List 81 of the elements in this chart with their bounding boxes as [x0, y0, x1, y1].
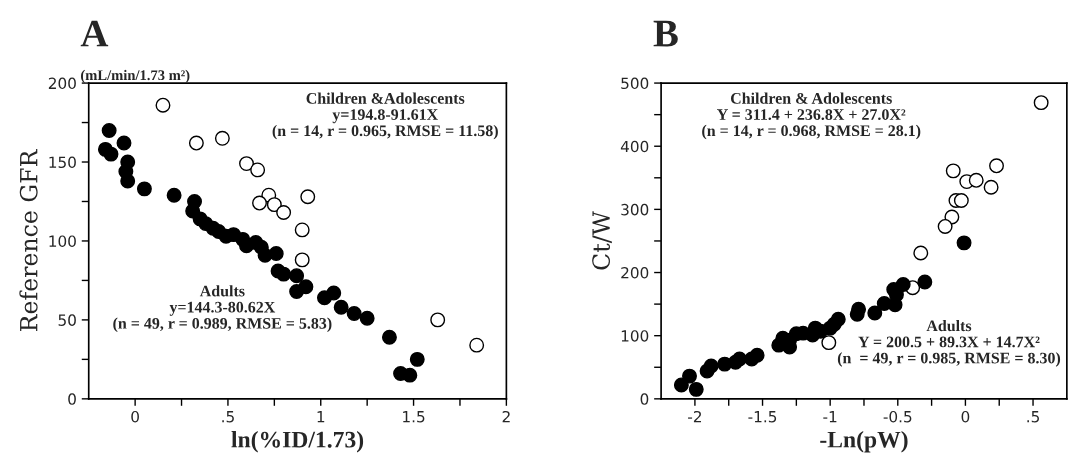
y-tick-label: 200: [621, 267, 649, 279]
point: [717, 356, 733, 372]
point: [289, 268, 305, 284]
annotation: (mL/min/1.73 m²): [81, 69, 190, 84]
chart-title: B: [653, 20, 678, 47]
point: [326, 285, 342, 301]
point: [688, 381, 704, 397]
point: [968, 172, 984, 188]
point: [333, 299, 349, 315]
x-tick-label: .5: [222, 411, 234, 423]
x-tick-label: -2: [688, 410, 701, 423]
point: [289, 284, 305, 299]
point: [409, 351, 425, 367]
point: [294, 222, 310, 238]
point: [250, 162, 266, 178]
point: [120, 173, 136, 189]
x-tick-label: -0.5: [883, 410, 912, 423]
point: [155, 97, 171, 113]
y-tick-label: 0: [68, 393, 76, 405]
point: [103, 146, 119, 162]
point: [346, 306, 362, 322]
y-axis-title: Reference GFR: [19, 149, 38, 331]
point: [913, 245, 929, 261]
point: [252, 195, 267, 211]
point: [945, 163, 961, 179]
point: [430, 312, 446, 328]
point: [268, 246, 284, 262]
annotation: Adults Y = 200.5 + 89.3X + 14.7X² (n = 49, r = 0.985, RMSE = 8.30): [837, 319, 1061, 367]
y-tick-label: 100: [621, 330, 649, 342]
point: [821, 335, 837, 351]
point: [300, 189, 316, 205]
x-tick-label: -1.5: [748, 411, 777, 423]
y-tick-label: 400: [620, 140, 649, 153]
point: [983, 179, 999, 195]
y-tick-label: 300: [621, 203, 649, 216]
y-tick-label: 150: [49, 156, 76, 169]
point: [188, 135, 204, 151]
annotation: Children &Adolescents y=194.8-91.61X (n = 14, r = 0.965, RMSE = 11.58): [272, 92, 498, 140]
x-tick-label: 1: [317, 411, 325, 423]
point: [381, 329, 397, 345]
x-axis-title: ln(%ID/1.73): [231, 430, 364, 453]
x-tick-label: 0: [131, 410, 139, 423]
chart-title: A: [80, 20, 109, 47]
point: [682, 368, 697, 384]
point: [359, 310, 375, 326]
point: [116, 135, 132, 151]
annotation: Children & Adolescents Y = 311.4 + 236.8X + 27.0X² (n = 14, r = 0.968, RMSE = 28.1): [702, 92, 921, 140]
point: [876, 296, 892, 311]
point: [867, 305, 883, 321]
point: [276, 205, 292, 221]
x-tick-label: -1: [823, 411, 837, 423]
point: [989, 158, 1004, 174]
point: [266, 197, 282, 213]
annotation: Adults y=144.3-80.62X (n = 49, r = 0.989, RMSE = 5.83): [113, 285, 332, 332]
point: [699, 363, 715, 379]
point: [469, 337, 485, 353]
point: [402, 367, 418, 383]
point: [917, 274, 933, 290]
point: [239, 156, 254, 172]
x-axis-title: -Ln(pW): [820, 430, 908, 453]
point: [214, 130, 230, 146]
x-tick-label: .5: [1027, 411, 1039, 423]
y-tick-label: 100: [49, 235, 76, 247]
point: [953, 193, 969, 209]
point: [101, 122, 117, 138]
point: [294, 252, 310, 268]
point: [276, 266, 292, 282]
y-tick-label: 200: [48, 77, 76, 90]
x-tick-label: 0: [961, 410, 970, 423]
y-tick-label: 500: [621, 77, 649, 90]
point: [956, 235, 972, 251]
x-tick-label: 1.5: [403, 411, 425, 423]
y-tick-label: 50: [58, 314, 76, 326]
point: [166, 187, 182, 203]
point: [136, 181, 152, 197]
point: [673, 377, 689, 393]
y-axis-title: Ct/W: [592, 211, 612, 270]
y-tick-label: 0: [640, 393, 649, 405]
point: [937, 218, 953, 234]
point: [1033, 95, 1049, 111]
x-tick-label: 2: [502, 410, 510, 423]
